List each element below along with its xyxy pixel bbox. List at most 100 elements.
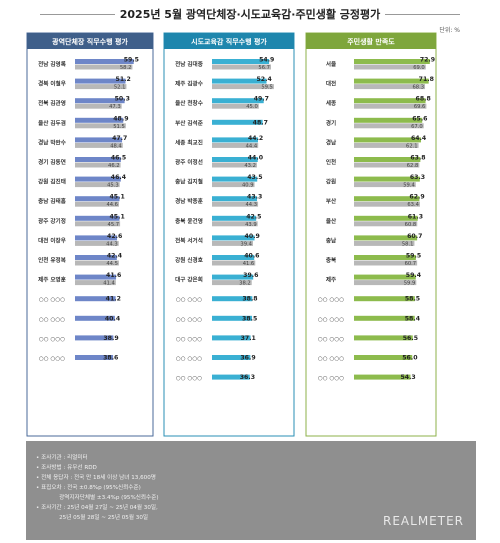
value-label-current: 36.9 [240,355,255,362]
value-label-current: 46.4 [111,174,127,181]
category-label: 제주 오영훈 [38,276,66,284]
panel-title: 주민생활 만족도 [347,37,395,46]
value-label-current: 58.4 [405,315,421,322]
value-label-previous: 44.4 [246,143,258,149]
bar-previous [354,103,427,109]
category-label: 대전 이장우 [38,236,66,244]
category-label: 인천 유정복 [38,256,66,264]
category-label: 경남 박완수 [38,138,66,146]
category-label: 전남 김대중 [175,60,203,68]
value-label-current: 40.4 [105,315,121,322]
bar-current [354,117,423,123]
value-label-current: 51.2 [116,76,131,83]
brand-logo: REALMETER [383,514,464,528]
value-label-previous: 67.0 [411,124,423,130]
category-label: 경기 김동연 [38,158,66,166]
bar-previous [354,201,420,207]
bar-current [354,335,413,341]
value-label-current: 49.7 [254,96,269,103]
survey-note-line: 25년 05월 28일 ~ 25년 05월 30일 [36,515,149,521]
category-label: 울산 [326,217,337,225]
category-label: 광주 이정선 [175,158,203,166]
value-label-current: 60.7 [407,233,422,240]
category-label: ○○ ○○○ [318,336,344,342]
category-label: 울산 천창수 [175,99,203,107]
value-label-current: 56.5 [403,335,418,342]
category-label: 경남 [326,138,337,146]
bar-current [354,157,421,162]
bar-current [75,137,123,143]
bar-current [354,176,420,182]
bar-previous [75,84,127,90]
category-label: 경기 [326,119,336,127]
value-label-current: 41.2 [106,296,121,303]
bar-previous [354,260,418,266]
bar-current [75,355,114,360]
value-label-current: 37.1 [241,335,256,342]
value-label-previous: 68.3 [412,85,424,91]
value-label-previous: 43.2 [244,163,256,169]
value-label-current: 42.6 [107,233,122,240]
category-label: 경북 이철우 [38,80,66,88]
category-label: ○○ ○○○ [318,356,344,362]
value-label-current: 38.6 [103,355,118,362]
bar-current [212,78,267,84]
bar-current [212,59,270,64]
bar-previous [354,182,416,188]
value-label-current: 36.3 [240,374,255,381]
panel-header [164,33,294,49]
value-label-previous: 62.8 [407,163,419,169]
bar-current [212,215,257,221]
panel-header [306,33,436,49]
bar-previous [354,142,419,148]
bar-previous [212,182,255,188]
category-label: 서울 [326,60,336,68]
bar-previous [212,103,259,109]
category-label: 세종 최교진 [175,138,203,146]
panel-header [27,33,153,49]
value-label-current: 59.4 [406,272,422,279]
value-label-previous: 41.6 [243,261,255,267]
category-label: 전남 김영록 [38,60,66,68]
bar-current [354,315,415,321]
value-label-current: 48.9 [113,115,128,122]
category-label: ○○ ○○○ [39,356,65,362]
category-label: 강원 신경호 [175,256,203,264]
survey-note-line: • 조사기간 : 25년 04월 27일 ~ 25년 04월 30일, [36,505,158,511]
bar-previous [212,221,258,227]
bar-current [354,215,418,221]
bar-previous [75,162,121,168]
value-label-current: 65.6 [412,115,427,122]
bar-current [75,335,114,341]
bar-current [354,137,421,143]
bar-previous [212,260,256,266]
category-label: 부산 김석준 [175,119,203,127]
bar-previous [212,142,259,148]
bar-previous [354,240,415,246]
bar-current [75,215,120,221]
category-label: 부산 [326,197,337,205]
bar-current [212,374,250,380]
category-label: 대전 [326,80,336,88]
category-label: 전북 김관영 [38,99,66,107]
value-label-current: 44.0 [248,155,264,162]
category-label: 충남 김지철 [175,178,203,186]
category-label: ○○ ○○○ [39,336,65,342]
bar-current [212,157,258,162]
bar-current [354,59,430,64]
category-label: ○○ ○○○ [318,317,344,323]
category-label: ○○ ○○○ [176,376,202,382]
bar-previous [354,84,426,90]
value-label-previous: 52.1 [114,85,126,91]
bar-previous [75,64,133,70]
category-label: 충북 윤건영 [175,217,203,225]
value-label-previous: 56.7 [258,65,270,71]
bar-current [212,274,254,280]
value-label-previous: 58.2 [120,65,132,71]
bar-current [75,315,115,321]
bar-current [354,196,420,202]
bar-current [354,235,418,241]
bar-current [75,274,117,280]
category-label: 인천 [326,158,336,166]
